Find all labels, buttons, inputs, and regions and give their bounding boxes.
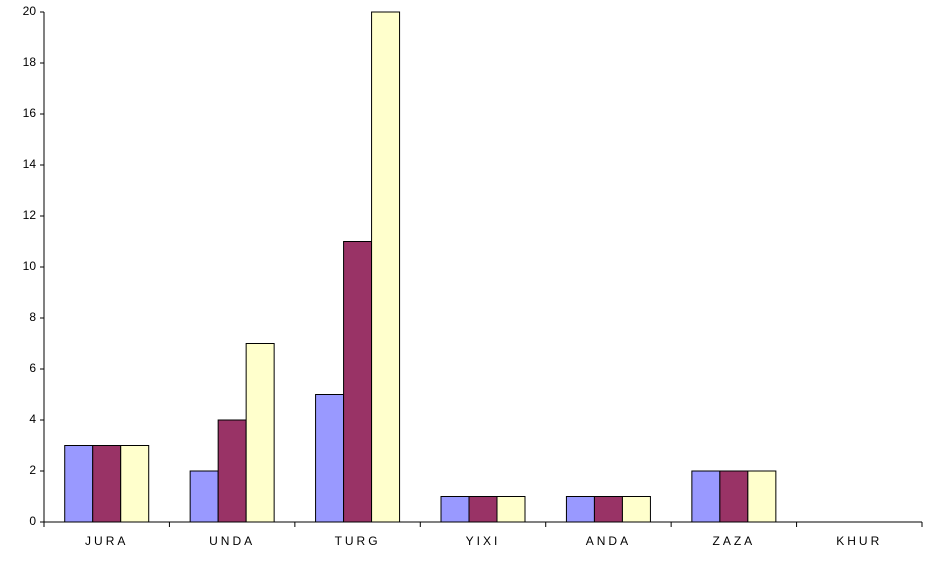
bar <box>468 496 498 523</box>
x-tick-label: ANDA <box>586 534 631 548</box>
bar <box>92 445 122 523</box>
bar <box>719 470 749 523</box>
y-tick-label: 16 <box>23 106 37 120</box>
bar <box>245 343 275 523</box>
bar <box>747 470 777 523</box>
bar <box>120 445 150 523</box>
bar <box>496 496 526 523</box>
y-tick-label: 6 <box>29 361 36 375</box>
bar <box>371 11 401 523</box>
bar <box>621 496 651 523</box>
y-tick-label: 8 <box>29 310 36 324</box>
x-tick-label: UNDA <box>209 534 255 548</box>
x-tick-label: TURG <box>335 534 381 548</box>
x-tick-label: KHUR <box>836 534 882 548</box>
x-tick-label: YIXI <box>466 534 501 548</box>
bar <box>593 496 623 523</box>
y-tick-label: 14 <box>23 157 37 171</box>
bar <box>440 496 470 523</box>
bar <box>315 394 345 523</box>
bar <box>565 496 595 523</box>
y-tick-label: 10 <box>23 259 37 273</box>
y-tick-label: 0 <box>29 514 36 528</box>
x-tick-label: JURA <box>85 534 128 548</box>
bar <box>343 241 373 523</box>
y-tick-label: 18 <box>23 55 37 69</box>
bar <box>217 419 247 523</box>
y-tick-label: 20 <box>23 4 37 18</box>
y-tick-label: 2 <box>29 463 36 477</box>
y-tick-label: 4 <box>29 412 36 426</box>
bar <box>64 445 94 523</box>
bar <box>691 470 721 523</box>
bar <box>189 470 219 523</box>
y-tick-label: 12 <box>23 208 37 222</box>
x-tick-label: ZAZA <box>713 534 756 548</box>
